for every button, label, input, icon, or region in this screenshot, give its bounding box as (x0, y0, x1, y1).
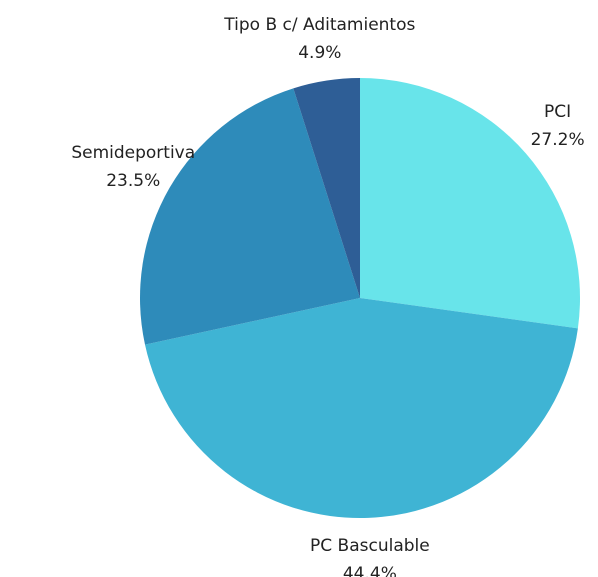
pie-slice (360, 78, 580, 329)
slice-value-label: 4.9% (298, 43, 341, 63)
slice-value-label: 44.4% (343, 564, 397, 577)
slice-label: Tipo B c/ Aditamientos (223, 15, 415, 35)
slice-label: Semideportiva (71, 143, 195, 163)
slice-label: PC Basculable (310, 536, 430, 556)
slice-label: PCI (544, 102, 571, 122)
slice-value-label: 23.5% (106, 171, 160, 191)
slice-value-label: 27.2% (531, 130, 585, 150)
pie-slice (293, 78, 360, 298)
pie-slice (145, 298, 578, 518)
pie-slice (140, 88, 360, 345)
